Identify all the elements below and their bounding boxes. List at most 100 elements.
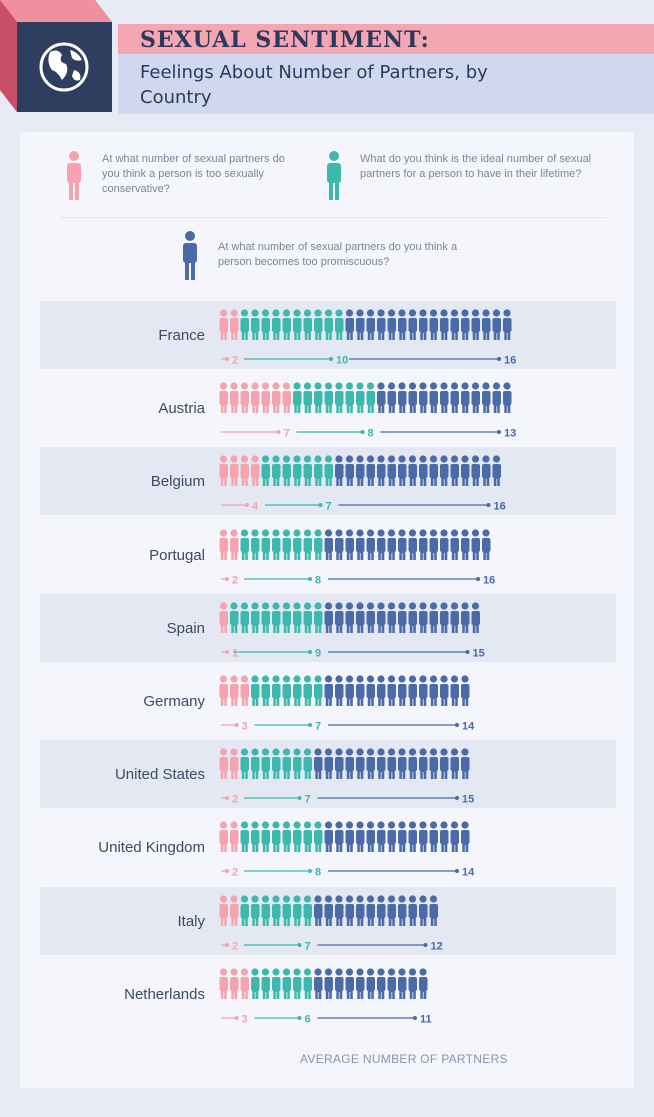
promiscuous-figure	[356, 528, 365, 560]
ideal-figure	[303, 382, 312, 414]
legend-conservative-icon	[67, 151, 81, 200]
ideal-figure	[282, 455, 291, 487]
promiscuous-figure	[366, 602, 375, 633]
promiscuous-figure	[356, 968, 365, 999]
pictograph-row: 2 8 16	[219, 528, 495, 586]
promiscuous-range-dot	[413, 1015, 417, 1020]
promiscuous-figure	[387, 821, 396, 853]
promiscuous-figure	[450, 309, 459, 340]
ideal-range-dot	[329, 357, 333, 361]
conservative-figure	[230, 675, 239, 706]
promiscuous-range-dot	[497, 357, 501, 361]
ideal-value-label: 10	[336, 355, 348, 367]
promiscuous-figure	[377, 309, 386, 340]
ideal-figure	[240, 602, 249, 633]
conservative-range-dot	[225, 357, 229, 361]
promiscuous-figure	[377, 821, 386, 853]
promiscuous-figure	[492, 455, 501, 487]
ideal-figure	[261, 748, 270, 780]
promiscuous-figure	[492, 309, 501, 340]
ideal-figure	[293, 821, 302, 853]
ideal-figure	[272, 528, 281, 560]
pictograph-row: 2 8 14	[219, 821, 475, 879]
legend-ideal-icon	[327, 151, 341, 200]
logo-block	[0, 0, 112, 112]
promiscuous-figure	[408, 968, 417, 999]
ideal-figure	[272, 675, 281, 706]
ideal-figure	[230, 602, 239, 633]
conservative-range-dot	[234, 1015, 239, 1020]
conservative-figure	[230, 382, 239, 414]
ideal-figure	[251, 968, 260, 999]
country-label: Netherlands	[124, 985, 205, 1003]
ideal-value-label: 8	[315, 867, 321, 879]
promiscuous-figure	[482, 382, 491, 414]
promiscuous-value-label: 15	[462, 794, 474, 806]
country-label: Spain	[166, 619, 205, 637]
conservative-value-label: 2	[232, 794, 238, 806]
ideal-figure	[303, 675, 312, 706]
ideal-figure	[303, 968, 312, 999]
promiscuous-figure	[503, 382, 512, 414]
promiscuous-figure	[356, 894, 365, 926]
ideal-value-label: 7	[326, 501, 332, 513]
ideal-range-dot	[297, 1015, 302, 1020]
promiscuous-value-label: 16	[504, 355, 516, 367]
conservative-value-label: 3	[242, 721, 248, 733]
promiscuous-figure	[387, 675, 396, 706]
promiscuous-figure	[450, 602, 459, 633]
promiscuous-figure	[345, 894, 354, 926]
ideal-figure	[293, 675, 302, 706]
promiscuous-figure	[398, 528, 407, 560]
promiscuous-figure	[440, 309, 449, 340]
conservative-figure	[219, 309, 228, 340]
promiscuous-figure	[377, 894, 386, 926]
promiscuous-range-dot	[497, 430, 501, 435]
promiscuous-figure	[398, 968, 407, 999]
ideal-figure	[251, 821, 260, 853]
ideal-figure	[240, 894, 249, 926]
ideal-value-label: 7	[305, 940, 311, 952]
promiscuous-figure	[356, 748, 365, 780]
promiscuous-range-dot	[455, 869, 459, 874]
ideal-figure	[240, 528, 249, 560]
promiscuous-figure	[366, 894, 375, 926]
promiscuous-figure	[419, 602, 428, 633]
promiscuous-figure	[387, 382, 396, 414]
promiscuous-figure	[324, 821, 333, 853]
ideal-figure	[303, 455, 312, 487]
ideal-figure	[314, 382, 323, 414]
promiscuous-figure	[461, 309, 470, 340]
promiscuous-figure	[408, 455, 417, 487]
pictograph-row: 7 8 13	[219, 382, 516, 440]
page-subtitle: Feelings About Number of Partners, by Co…	[140, 62, 488, 108]
promiscuous-figure	[324, 894, 333, 926]
promiscuous-figure	[356, 309, 365, 340]
promiscuous-figure	[398, 382, 407, 414]
ideal-figure	[293, 309, 302, 340]
country-label: France	[158, 327, 205, 344]
promiscuous-figure	[366, 455, 375, 487]
promiscuous-figure	[335, 894, 344, 926]
pictograph-row: 4 7 16	[219, 455, 506, 513]
conservative-figure	[230, 528, 239, 560]
ideal-figure	[314, 309, 323, 340]
promiscuous-figure	[419, 821, 428, 853]
ideal-figure	[324, 309, 333, 340]
legend-conservative-text: At what number of sexual partners do you…	[102, 153, 285, 195]
ideal-figure	[251, 748, 260, 780]
promiscuous-figure	[345, 821, 354, 853]
ideal-figure	[261, 821, 270, 853]
ideal-figure	[282, 675, 291, 706]
conservative-value-label: 7	[284, 428, 290, 440]
ideal-range-dot	[318, 503, 323, 508]
globe-icon	[39, 42, 89, 92]
promiscuous-figure	[440, 748, 449, 780]
ideal-figure	[272, 455, 281, 487]
country-label: United Kingdom	[98, 839, 205, 857]
promiscuous-figure	[492, 382, 501, 414]
ideal-figure	[366, 382, 375, 414]
promiscuous-figure	[366, 309, 375, 340]
page-title: SEXUAL SENTIMENT:	[140, 27, 430, 53]
promiscuous-figure	[356, 821, 365, 853]
